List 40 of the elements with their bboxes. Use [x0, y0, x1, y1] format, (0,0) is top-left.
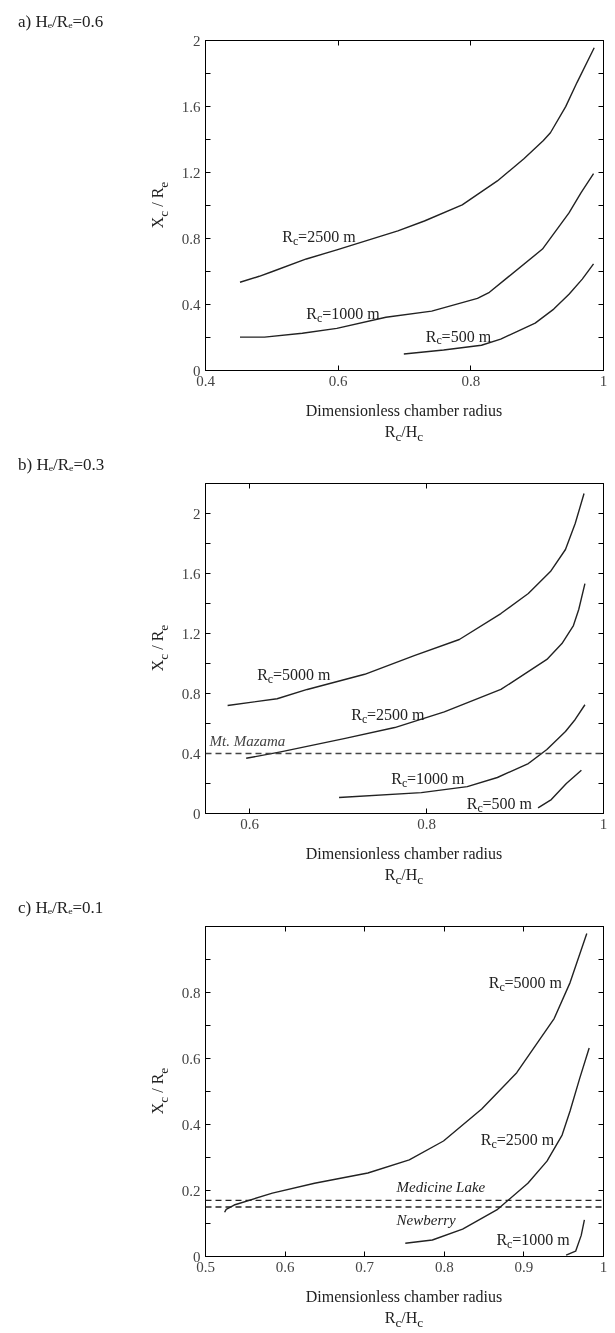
y-tick-label: 1.6: [181, 98, 201, 115]
y-tick-label: 0.4: [181, 296, 201, 313]
x-tick-label: 0.6: [240, 815, 260, 832]
line-series: [239, 47, 595, 283]
y-tick-label: 0.6: [181, 1050, 201, 1067]
y-tick-label: 0.8: [181, 984, 201, 1001]
line-series: [226, 492, 585, 707]
text: b) Hₑ/Rₑ=0.3: [18, 454, 105, 476]
x-tick-label: 0.6: [275, 1258, 295, 1275]
x-axis-title: Dimensionless chamber radius R$_{c}$/H$_{c}$: [304, 401, 504, 447]
x-axis-title: Dimensionless chamber radius R$_{c}$/H$_{c}$: [304, 1287, 504, 1333]
x-tick-label: 0.8: [417, 815, 436, 832]
x-tick-label: 1: [599, 372, 608, 389]
y-tick-label: 0.2: [181, 1182, 201, 1199]
x-tick-label: 0.7: [355, 1258, 375, 1275]
y-tick-label: 0.4: [181, 1116, 201, 1133]
x-axis-title: Dimensionless chamber radius R$_{c}$/H$_{c}$: [304, 844, 504, 890]
line-series: [403, 263, 595, 355]
line-series: [537, 769, 583, 809]
ref-line-label: Mt. Mazama: [208, 732, 286, 749]
x-tick-label: 0.9: [514, 1258, 534, 1275]
x-tick-label: 0.8: [434, 1258, 454, 1275]
y-tick-label: 0.4: [181, 745, 201, 762]
y-tick-label: 2: [193, 32, 201, 49]
y-tick-label: 0: [193, 805, 201, 822]
x-tick-label: 0.8: [461, 372, 481, 389]
y-tick-label: 1.2: [181, 164, 201, 181]
y-tick-label: 0.8: [181, 685, 201, 702]
ref-line-label: Medicine Lake: [395, 1179, 486, 1196]
line-series: [338, 704, 586, 799]
x-tick-label: 1: [599, 815, 608, 832]
text: c) Hₑ/Rₑ=0.1: [18, 897, 104, 919]
y-tick-label: 1.6: [181, 565, 201, 582]
x-tick-label: 0.6: [328, 372, 349, 389]
text: a) Hₑ/Rₑ=0.6: [18, 11, 104, 33]
x-tick-label: 1: [599, 1258, 608, 1275]
ref-line-label: Newberry: [395, 1212, 457, 1228]
y-tick-label: 1.2: [181, 625, 201, 642]
y-tick-label: 2: [193, 505, 201, 522]
y-tick-label: 0.8: [181, 230, 201, 247]
